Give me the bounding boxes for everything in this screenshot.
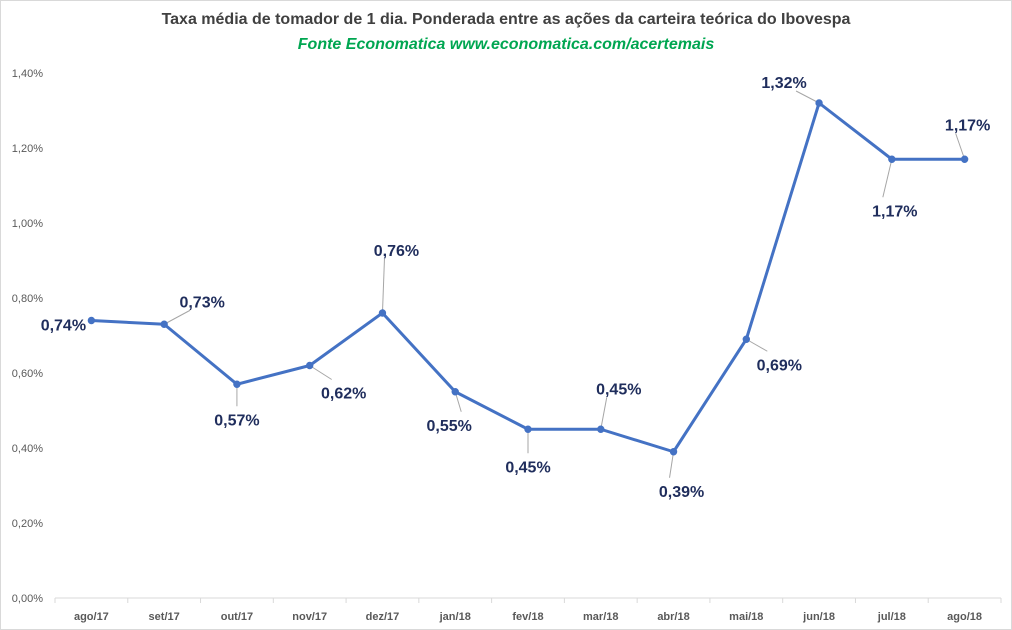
y-tick-label: 0,80% [12, 293, 43, 305]
x-tick-label: nov/17 [292, 611, 327, 623]
y-tick-label: 1,00% [12, 218, 43, 230]
data-label-leader [309, 365, 332, 380]
data-label-leader [746, 338, 768, 352]
x-tick-label: set/17 [149, 611, 180, 623]
data-point [378, 309, 387, 317]
data-label-leader [795, 90, 820, 104]
data-label: 0,45% [596, 381, 641, 398]
y-tick-label: 1,40% [12, 68, 43, 80]
x-tick-label: dez/17 [366, 611, 400, 623]
y-tick-label: 0,20% [12, 518, 43, 530]
data-label-leader [600, 397, 608, 430]
data-label-leader [955, 133, 966, 160]
data-label: 1,32% [761, 75, 806, 92]
y-tick-label: 0,40% [12, 443, 43, 455]
data-label-leader [381, 258, 385, 314]
data-label: 0,62% [321, 386, 366, 403]
x-tick-label: jul/18 [877, 611, 906, 623]
data-label: 0,55% [427, 418, 472, 435]
data-point [160, 320, 168, 328]
data-label: 0,76% [374, 243, 419, 260]
data-point [524, 425, 532, 433]
y-tick-label: 1,20% [12, 143, 43, 155]
y-tick-label: 0,60% [12, 368, 43, 380]
data-point [888, 155, 896, 163]
data-point [233, 380, 241, 388]
data-label: 0,45% [505, 459, 550, 476]
data-point [742, 335, 751, 343]
x-tick-label: fev/18 [512, 611, 543, 623]
data-label: 0,39% [659, 484, 704, 501]
x-tick-label: ago/17 [74, 611, 109, 623]
data-label-leader [163, 309, 191, 325]
data-point [87, 316, 96, 325]
series-line [89, 101, 967, 454]
data-label-leader [882, 159, 893, 198]
data-label: 0,57% [214, 412, 259, 429]
x-tick-label: jan/18 [439, 611, 471, 623]
x-tick-label: jun/18 [802, 611, 835, 623]
x-tick-label: mar/18 [583, 611, 618, 623]
data-point [960, 155, 969, 163]
data-point [597, 425, 605, 433]
data-label-leader [669, 451, 675, 478]
data-point [451, 388, 459, 396]
data-label: 0,74% [41, 318, 86, 335]
data-point [305, 361, 314, 370]
chart-subtitle: Fonte Economatica www.economatica.com/ac… [297, 36, 715, 53]
x-tick-label: ago/18 [947, 611, 982, 623]
x-tick-label: mai/18 [729, 611, 763, 623]
data-label: 0,69% [757, 357, 802, 374]
data-label: 1,17% [872, 203, 917, 220]
x-tick-label: out/17 [221, 611, 253, 623]
y-tick-label: 0,00% [12, 593, 43, 605]
data-label: 1,17% [945, 117, 990, 134]
data-label: 0,73% [179, 294, 224, 311]
data-point [815, 99, 823, 107]
chart-title: Taxa média de tomador de 1 dia. Ponderad… [161, 11, 851, 28]
x-tick-label: abr/18 [657, 611, 689, 623]
data-point [669, 448, 678, 456]
